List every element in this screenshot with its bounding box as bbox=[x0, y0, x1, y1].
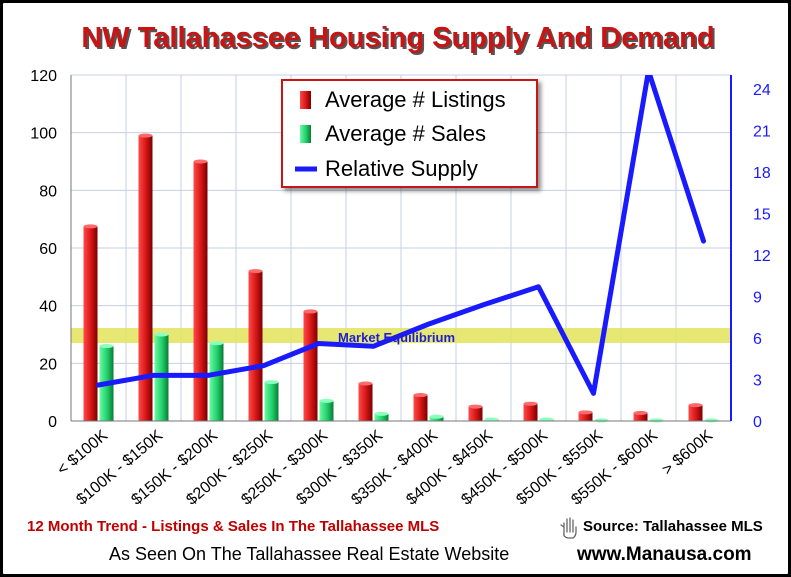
bar-sales bbox=[264, 382, 279, 421]
bar-sales-top bbox=[99, 344, 114, 349]
bar-listings bbox=[468, 406, 483, 421]
left-tick-label: 40 bbox=[39, 299, 57, 316]
bar-sales-top bbox=[594, 418, 609, 423]
relative-supply-line bbox=[96, 75, 706, 396]
bar-listings bbox=[633, 412, 648, 421]
bar-sales bbox=[429, 416, 444, 421]
bar-sales bbox=[319, 400, 334, 421]
left-tick-label: 120 bbox=[30, 68, 57, 85]
x-axis-ticks: < $100K$100K - $150K$150K - $200K$200K -… bbox=[54, 427, 716, 509]
bar-sales-top bbox=[704, 418, 719, 423]
legend-box bbox=[281, 79, 538, 188]
right-tick-label: 24 bbox=[753, 82, 771, 99]
bar-listings bbox=[303, 311, 318, 421]
left-tick-label: 100 bbox=[30, 126, 57, 143]
bar-listings bbox=[83, 226, 98, 421]
legend-label-listings: Average # Listings bbox=[325, 87, 506, 112]
left-tick-label: 0 bbox=[48, 414, 57, 431]
bar-listings bbox=[138, 135, 153, 422]
relative-supply-line-group bbox=[96, 75, 706, 396]
bar-listings-top bbox=[83, 224, 98, 229]
bar-sales bbox=[374, 413, 389, 421]
bar-listings bbox=[248, 271, 263, 421]
legend-swatch-listings bbox=[300, 91, 311, 109]
chart-title: NW Tallahassee Housing Supply And Demand bbox=[81, 22, 714, 54]
bar-listings bbox=[688, 405, 703, 421]
source-caption: Source: Tallahassee MLS bbox=[583, 518, 763, 535]
legend-swatch-sales bbox=[300, 125, 311, 143]
bar-listings-top bbox=[138, 133, 153, 138]
axes-group bbox=[70, 75, 732, 422]
chart-svg: NW Tallahassee Housing Supply And Demand… bbox=[27, 22, 771, 565]
left-axis-ticks: 120 100 80 60 40 20 0 bbox=[30, 68, 57, 431]
right-tick-label: 9 bbox=[753, 289, 762, 306]
bar-listings-top bbox=[578, 410, 593, 415]
bar-sales-top bbox=[154, 332, 169, 337]
bar-listings bbox=[193, 161, 208, 421]
bar-listings-top bbox=[688, 403, 703, 408]
bar-listings-top bbox=[358, 381, 373, 386]
trend-caption: 12 Month Trend - Listings & Sales In The… bbox=[27, 518, 439, 535]
left-tick-label: 60 bbox=[39, 241, 57, 258]
legend: Average # Listings Average # Sales Relat… bbox=[281, 79, 538, 188]
right-tick-label: 3 bbox=[753, 372, 762, 389]
chart-title-shadow: NW Tallahassee Housing Supply And Demand bbox=[83, 24, 716, 56]
bar-listings bbox=[578, 412, 593, 421]
right-tick-label: 0 bbox=[753, 414, 762, 431]
bar-listings-top bbox=[303, 309, 318, 314]
bar-listings-top bbox=[193, 159, 208, 164]
bar-sales-top bbox=[209, 341, 224, 346]
website-url[interactable]: www.Manausa.com bbox=[576, 544, 752, 565]
right-tick-label: 15 bbox=[753, 206, 771, 223]
legend-label-sales: Average # Sales bbox=[325, 121, 486, 146]
legend-label-supply: Relative Supply bbox=[325, 156, 478, 181]
chart-title-group: NW Tallahassee Housing Supply And Demand… bbox=[81, 22, 716, 56]
bar-listings-top bbox=[633, 410, 648, 415]
bar-listings bbox=[523, 403, 538, 421]
bar-listings-top bbox=[468, 404, 483, 409]
bar-listings-top bbox=[523, 401, 538, 406]
right-tick-label: 18 bbox=[753, 165, 771, 182]
bar-sales-top bbox=[374, 411, 389, 416]
bar-sales bbox=[209, 343, 224, 421]
right-tick-label: 6 bbox=[753, 331, 762, 348]
bar-sales-top bbox=[264, 380, 279, 385]
bar-sales-top bbox=[649, 418, 664, 423]
bar-listings-top bbox=[413, 393, 428, 398]
seen-on-caption: As Seen On The Tallahassee Real Estate W… bbox=[109, 544, 509, 564]
equilibrium-label: Market Equilibrium bbox=[338, 330, 455, 345]
bar-listings bbox=[358, 383, 373, 421]
right-tick-label: 12 bbox=[753, 248, 771, 265]
x-tick-label: > $600K bbox=[659, 427, 716, 479]
hand-icon bbox=[560, 517, 577, 539]
bars-group bbox=[83, 133, 719, 423]
bar-listings-top bbox=[248, 269, 263, 274]
bar-sales-top bbox=[319, 398, 334, 403]
bar-sales-top bbox=[429, 414, 444, 419]
right-axis-ticks: 24 21 18 15 12 9 6 3 0 bbox=[753, 82, 771, 431]
left-tick-label: 20 bbox=[39, 356, 57, 373]
left-tick-label: 80 bbox=[39, 183, 57, 200]
bar-listings bbox=[413, 395, 428, 421]
right-tick-label: 21 bbox=[753, 123, 771, 140]
